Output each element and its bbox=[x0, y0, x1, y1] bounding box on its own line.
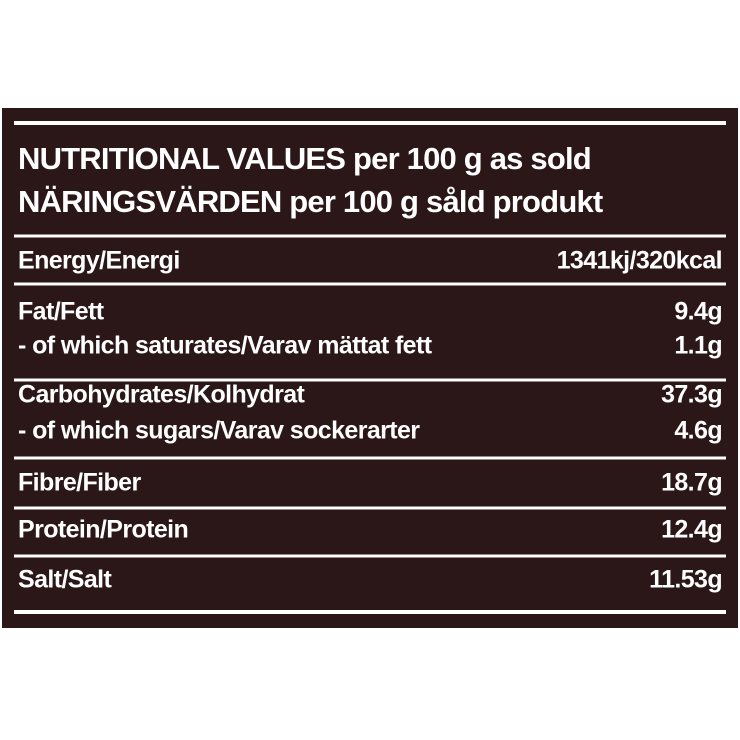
nutrient-label: - of which sugars/Varav sockerarter bbox=[18, 417, 420, 445]
nutrient-label: Fibre/Fiber bbox=[18, 469, 141, 497]
header-line: NUTRITIONAL VALUES per 100 g as sold bbox=[18, 141, 591, 176]
header-line: NÄRINGSVÄRDEN per 100 g såld produkt bbox=[18, 184, 603, 219]
nutrient-value: 1.1g bbox=[674, 332, 722, 360]
nutrient-value: 1341kj/320kcal bbox=[557, 247, 722, 275]
nutrient-label: Energy/Energi bbox=[18, 247, 180, 275]
nutrient-label: Fat/Fett bbox=[18, 298, 105, 326]
nutrient-value: 18.7g bbox=[661, 469, 722, 497]
nutrient-label: Carbohydrates/Kolhydrat bbox=[18, 381, 306, 409]
nutrient-label: Protein/Protein bbox=[18, 516, 188, 544]
label-panel bbox=[2, 108, 738, 628]
nutrient-value: 12.4g bbox=[661, 516, 722, 544]
nutrient-label: - of which saturates/Varav mättat fett bbox=[18, 332, 433, 360]
nutrient-value: 37.3g bbox=[661, 381, 722, 409]
nutrient-value: 11.53g bbox=[649, 566, 722, 594]
nutrient-label: Salt/Salt bbox=[18, 566, 113, 594]
nutrient-value: 9.4g bbox=[674, 298, 722, 326]
nutrient-value: 4.6g bbox=[674, 417, 722, 445]
